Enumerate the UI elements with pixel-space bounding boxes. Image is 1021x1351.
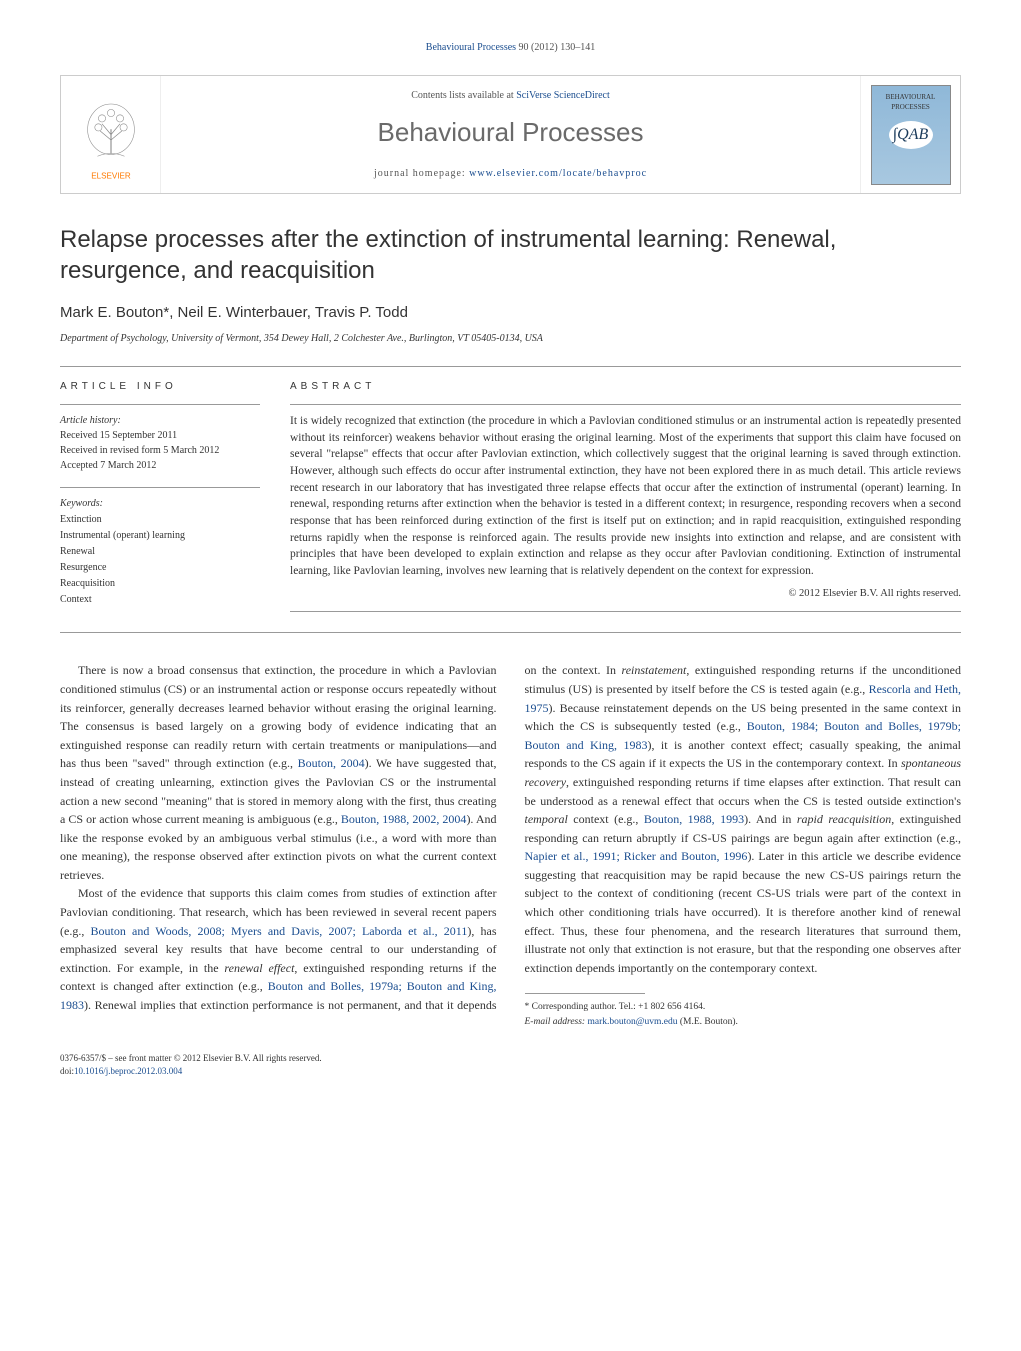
doi-block: 0376-6357/$ – see front matter © 2012 El… [60, 1052, 961, 1079]
keyword: Resurgence [60, 560, 260, 575]
history-label: Article history: [60, 413, 260, 428]
header-journal-link[interactable]: Behavioural Processes [426, 42, 516, 53]
email-suffix: (M.E. Bouton). [678, 1017, 738, 1027]
body-text: There is now a broad consensus that exti… [60, 661, 961, 1030]
citation-link[interactable]: Bouton, 1988, 1993 [644, 812, 744, 826]
abstract-text: It is widely recognized that extinction … [290, 413, 961, 580]
journal-cover-box: BEHAVIOURAL PROCESSES ∫QAB [860, 76, 960, 193]
citation-link[interactable]: Bouton, 1988, 2002, 2004 [341, 812, 467, 826]
body-span: ). And in [744, 812, 797, 826]
sciencedirect-link[interactable]: SciVerse ScienceDirect [516, 90, 610, 101]
doi-label: doi: [60, 1066, 74, 1076]
abstract-column: ABSTRACT It is widely recognized that ex… [290, 379, 961, 612]
contents-line: Contents lists available at SciVerse Sci… [411, 88, 610, 103]
homepage-link[interactable]: www.elsevier.com/locate/behavproc [469, 168, 647, 179]
affiliation: Department of Psychology, University of … [60, 331, 961, 346]
journal-cover: BEHAVIOURAL PROCESSES ∫QAB [871, 85, 951, 185]
info-rule [60, 404, 260, 405]
body-em: reinstatement [621, 663, 686, 677]
citation-link[interactable]: Napier et al., 1991; Ricker and Bouton, … [525, 849, 748, 863]
masthead: ELSEVIER Contents lists available at Sci… [60, 75, 961, 194]
email-label: E-mail address: [525, 1017, 588, 1027]
doi-link[interactable]: 10.1016/j.beproc.2012.03.004 [74, 1066, 182, 1076]
body-em: rapid reacquisition [797, 812, 891, 826]
keyword: Extinction [60, 512, 260, 527]
keyword: Reacquisition [60, 576, 260, 591]
info-abstract-row: ARTICLE INFO Article history: Received 1… [60, 379, 961, 612]
corr-email-link[interactable]: mark.bouton@uvm.edu [587, 1017, 677, 1027]
keyword: Instrumental (operant) learning [60, 528, 260, 543]
keywords-block: Keywords: Extinction Instrumental (opera… [60, 496, 260, 607]
body-paragraph: There is now a broad consensus that exti… [60, 661, 497, 884]
abstract-copyright: © 2012 Elsevier B.V. All rights reserved… [290, 586, 961, 602]
accepted-date: Accepted 7 March 2012 [60, 458, 260, 473]
authors: Mark E. Bouton*, Neil E. Winterbauer, Tr… [60, 302, 961, 325]
abstract-heading: ABSTRACT [290, 379, 961, 394]
body-span: There is now a broad consensus that exti… [60, 663, 497, 770]
keyword: Context [60, 592, 260, 607]
elsevier-wordmark: ELSEVIER [91, 172, 131, 181]
rule-bottom [60, 632, 961, 633]
elsevier-tree-icon: ELSEVIER [71, 95, 151, 185]
publisher-logo-box: ELSEVIER [61, 76, 161, 193]
corr-email-line: E-mail address: mark.bouton@uvm.edu (M.E… [525, 1015, 962, 1030]
rule-top [60, 366, 961, 367]
journal-title: Behavioural Processes [378, 113, 644, 152]
keywords-rule [60, 487, 260, 488]
body-span: , extinguished [294, 961, 370, 975]
footnote-rule [525, 993, 645, 994]
masthead-center: Contents lists available at SciVerse Sci… [161, 76, 860, 193]
homepage-line: journal homepage: www.elsevier.com/locat… [374, 166, 647, 181]
body-span: , extinguished responding returns if tim… [525, 775, 962, 808]
running-header: Behavioural Processes 90 (2012) 130–141 [60, 40, 961, 55]
keywords-label: Keywords: [60, 496, 260, 511]
body-span: context (e.g., [568, 812, 644, 826]
homepage-prefix: journal homepage: [374, 168, 469, 179]
cover-journal-name: BEHAVIOURAL PROCESSES [872, 92, 950, 113]
citation-link[interactable]: Bouton and Woods, 2008; Myers and Davis,… [91, 924, 468, 938]
header-volpages: 90 (2012) 130–141 [519, 42, 596, 53]
issn-line: 0376-6357/$ – see front matter © 2012 El… [60, 1052, 961, 1066]
body-em: temporal [525, 812, 568, 826]
body-em: renewal effect [224, 961, 294, 975]
doi-line: doi:10.1016/j.beproc.2012.03.004 [60, 1065, 961, 1079]
cover-qab-logo: ∫QAB [889, 121, 933, 149]
keyword: Renewal [60, 544, 260, 559]
article-history: Article history: Received 15 September 2… [60, 413, 260, 473]
article-info-column: ARTICLE INFO Article history: Received 1… [60, 379, 260, 612]
body-span: ). Later in this article we describe evi… [525, 849, 962, 975]
received-date: Received 15 September 2011 [60, 428, 260, 443]
corr-author-line: * Corresponding author. Tel.: +1 802 656… [525, 1000, 962, 1015]
contents-prefix: Contents lists available at [411, 90, 516, 101]
article-title: Relapse processes after the extinction o… [60, 224, 961, 286]
article-info-heading: ARTICLE INFO [60, 379, 260, 394]
abstract-rule-bottom [290, 611, 961, 612]
revised-date: Received in revised form 5 March 2012 [60, 443, 260, 458]
citation-link[interactable]: Bouton, 2004 [298, 756, 365, 770]
corresponding-author-footnote: * Corresponding author. Tel.: +1 802 656… [525, 1000, 962, 1029]
abstract-rule-top [290, 404, 961, 405]
